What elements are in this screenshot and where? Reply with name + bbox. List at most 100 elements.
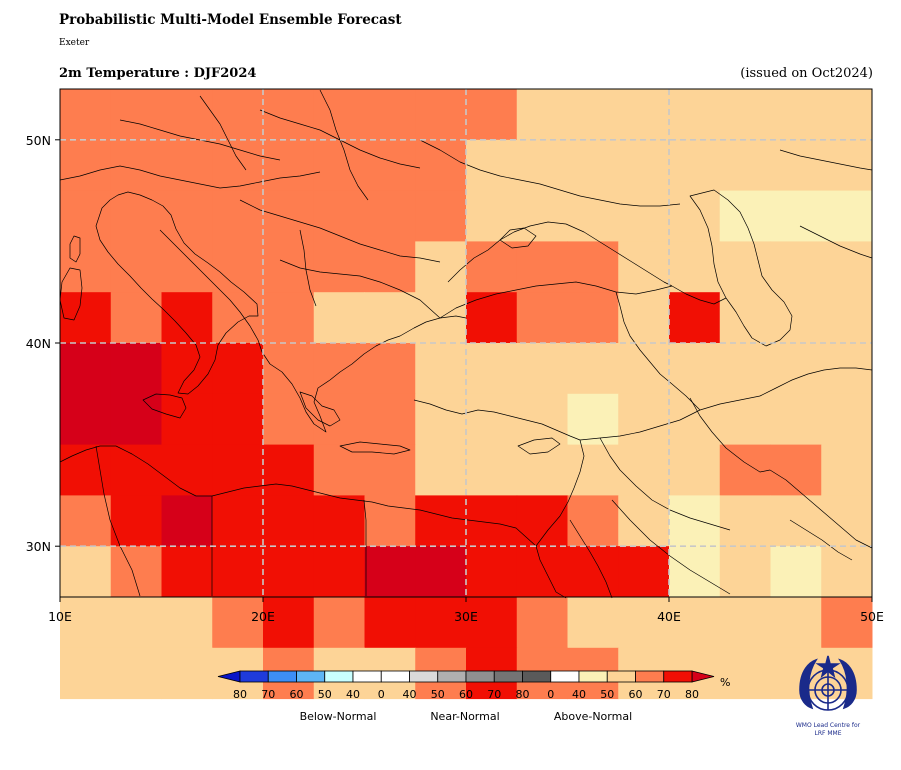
x-tick-label: 10E [48, 609, 72, 624]
border-central-europe-2 [199, 95, 247, 171]
colorbar-tick-label: 70 [261, 688, 275, 701]
border-ukraine-russia [419, 139, 581, 197]
turkey-north-coast [439, 281, 673, 319]
issued-date: (issued on Oct2024) [740, 66, 873, 81]
colorbar-tick-label: 70 [487, 688, 501, 701]
grid-cell [60, 139, 112, 192]
grid-cell [466, 393, 518, 446]
y-tick-label: 30N [26, 539, 51, 554]
grid-cell [516, 444, 568, 496]
grid-cell [110, 647, 162, 700]
italy-coast [95, 191, 259, 395]
grid-cell [313, 343, 365, 395]
grid-cell [60, 241, 112, 293]
grid-cell [618, 495, 670, 547]
border-russia-south [579, 195, 681, 207]
grid-cell [364, 597, 416, 649]
persian-gulf-south-coast [789, 519, 853, 561]
greece-coast [261, 315, 467, 433]
grid-cell [212, 597, 264, 649]
grid-cell [313, 444, 365, 496]
grid-cell [719, 647, 771, 700]
grid-cell [60, 89, 112, 141]
border-poland-ukraine [319, 89, 369, 201]
border-tunisia-algeria [95, 445, 141, 597]
grid-cell [263, 597, 315, 649]
grid-cell [466, 190, 518, 242]
grid-cell [110, 292, 162, 344]
grid-cell [415, 241, 467, 293]
grid-cell [415, 89, 467, 141]
grid-cell [770, 89, 822, 141]
grid-cell [161, 546, 213, 598]
corsica-coast [69, 235, 81, 263]
grid-cell [821, 597, 873, 649]
x-tick-label: 40E [657, 609, 681, 624]
grid-cell [110, 546, 162, 598]
border-alps [59, 165, 321, 189]
grid-cell [364, 190, 416, 242]
grid-cell [415, 546, 467, 598]
grid-cell [821, 343, 873, 395]
grid-cell [719, 139, 771, 192]
grid-cell [770, 393, 822, 446]
grid-cell [770, 597, 822, 649]
grid-cell [415, 495, 467, 547]
grid-cell [212, 139, 264, 192]
grid-cell [567, 393, 619, 446]
crete-coast [339, 441, 411, 455]
grid-cell [466, 241, 518, 293]
colorbar-segment [493, 670, 523, 683]
wmo-logo-emblem [799, 655, 857, 711]
grid-cell [516, 597, 568, 649]
grid-cell [263, 343, 315, 395]
grid-cell [770, 241, 822, 293]
sicily-coast [142, 393, 187, 419]
grid-cell [770, 546, 822, 598]
colorbar-tick-label: 50 [600, 688, 614, 701]
grid-cell [719, 393, 771, 446]
grid-cell [212, 190, 264, 242]
grid-cell [263, 190, 315, 242]
border-turkmenistan [799, 225, 873, 259]
border-caucasus [671, 285, 727, 305]
grid-cell [263, 444, 315, 496]
red-sea-west-coast [535, 545, 567, 599]
colorbar-tick-label: 40 [572, 688, 586, 701]
grid-cell [212, 393, 264, 446]
grid-cell [618, 139, 670, 192]
grid-cell [110, 495, 162, 547]
grid-cell [415, 393, 467, 446]
red-sea-east-coast [569, 519, 613, 599]
border-syria-iraq [599, 437, 731, 531]
grid-cell [161, 89, 213, 141]
grid-cell [110, 139, 162, 192]
colorbar-segment [352, 670, 382, 683]
y-tick-label: 40N [26, 336, 51, 351]
grid-cell [415, 190, 467, 242]
grid-cell [161, 597, 213, 649]
border-iran-north [759, 367, 873, 397]
grid-cell [161, 241, 213, 293]
grid-cell [618, 190, 670, 242]
grid-cell [60, 597, 112, 649]
border-serbia [299, 229, 317, 307]
border-syria-turkey [579, 395, 761, 441]
grid-cell [110, 444, 162, 496]
grid-cell [669, 241, 721, 293]
grid-cell [60, 495, 112, 547]
grid-cell [110, 597, 162, 649]
grid-cell [212, 343, 264, 395]
grid-cell [466, 597, 518, 649]
grid-cell [415, 343, 467, 395]
grid-cell [770, 139, 822, 192]
grid-cell [161, 190, 213, 242]
grid-cell [313, 139, 365, 192]
x-tick-label: 20E [251, 609, 275, 624]
grid-cell [821, 444, 873, 496]
grid-cell [770, 292, 822, 344]
grid-cell [719, 597, 771, 649]
border-turkey-east [615, 291, 701, 411]
colorbar-tick-label: 60 [290, 688, 304, 701]
grid-cell [60, 444, 112, 496]
